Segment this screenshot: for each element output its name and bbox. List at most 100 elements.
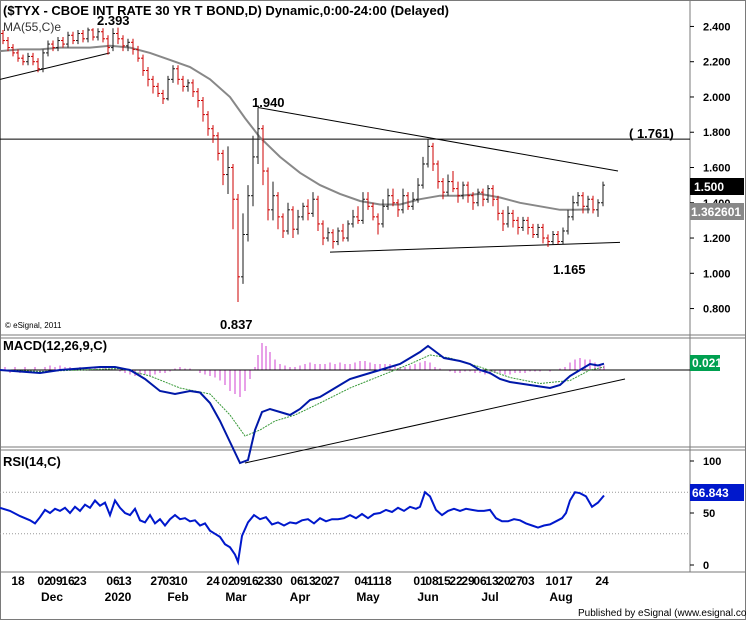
x-day-label: 24: [595, 574, 609, 588]
candle: [371, 202, 375, 221]
candle: [576, 192, 580, 207]
candle: [556, 230, 560, 245]
candle: [506, 206, 510, 228]
price-tick-label: 1.600: [703, 163, 731, 175]
candle: [571, 195, 575, 221]
candle: [236, 193, 240, 303]
x-day-label: 02: [221, 574, 235, 588]
candle: [26, 52, 30, 66]
candle: [491, 185, 495, 207]
ma-value: 1.362601: [691, 205, 741, 219]
rsi-label: RSI(14,C): [3, 454, 61, 469]
candle: [421, 156, 425, 189]
candle: [261, 125, 265, 186]
candle: [126, 38, 130, 52]
candle: [466, 181, 470, 203]
candle: [301, 202, 305, 221]
candle: [246, 185, 250, 242]
candle: [256, 107, 260, 164]
candle: [266, 167, 270, 221]
macd-value-box: [690, 355, 720, 371]
macd-signal-line: [0, 354, 605, 437]
candle: [436, 160, 440, 189]
candle: [211, 125, 215, 143]
candle: [56, 37, 60, 52]
high-annotation: 2.393: [97, 13, 130, 28]
rsi-axis: 100 50 0: [0, 456, 721, 572]
candle: [186, 79, 190, 92]
x-day-label: 13: [118, 574, 132, 588]
candle: [121, 35, 125, 52]
candle: [1, 29, 5, 45]
candle: [531, 223, 535, 239]
candle: [376, 213, 380, 235]
candle: [76, 29, 80, 45]
candle: [131, 38, 135, 55]
ma-label: MA(55,C)e: [3, 20, 61, 34]
candle: [171, 65, 175, 83]
x-day-label: 10: [545, 574, 559, 588]
candle: [46, 40, 50, 57]
candle: [536, 223, 540, 239]
candle: [331, 229, 335, 249]
x-month-label: Feb: [167, 590, 188, 604]
candle: [391, 188, 395, 207]
x-day-label: 03: [162, 574, 176, 588]
price-tick-label: 2.400: [703, 21, 731, 33]
x-month-label: Mar: [225, 590, 247, 604]
x-day-label: 09: [233, 574, 247, 588]
candle: [291, 206, 295, 239]
rsi-tick-label: 50: [703, 508, 715, 520]
candle: [511, 209, 515, 228]
candle: [251, 135, 255, 207]
candle: [596, 199, 600, 217]
candle: [516, 216, 520, 235]
moving-average-layer: [0, 44, 591, 211]
candle: [276, 192, 280, 230]
price-tick-label: 0.800: [703, 304, 731, 316]
candle: [451, 171, 455, 193]
x-day-label: 22: [449, 574, 463, 588]
rsi-value: 66.843: [692, 486, 729, 500]
candle: [581, 192, 585, 214]
macd-lines: [0, 344, 626, 465]
rsi-line-layer: [0, 490, 605, 566]
candle: [486, 185, 490, 203]
candle: [201, 96, 205, 122]
candle: [66, 31, 70, 48]
candle: [311, 192, 315, 217]
x-day-label: 23: [73, 574, 87, 588]
candle: [356, 206, 360, 224]
x-day-label: 08: [425, 574, 439, 588]
x-day-label: 18: [11, 574, 25, 588]
candle: [86, 27, 90, 43]
candle: [386, 188, 390, 210]
copyright-text: © eSignal, 2011: [5, 321, 62, 330]
candle: [21, 54, 25, 66]
candle: [41, 49, 45, 73]
candle: [136, 45, 140, 62]
peak-annotation: 1.940: [252, 95, 285, 110]
candle: [206, 111, 210, 136]
candle: [591, 195, 595, 214]
x-day-label: 06: [106, 574, 120, 588]
candle: [16, 49, 20, 62]
candle: [521, 216, 525, 231]
candle: [476, 188, 480, 207]
x-day-label: 13: [302, 574, 316, 588]
candle: [501, 209, 505, 231]
candle: [341, 223, 345, 242]
candle: [411, 192, 415, 210]
candle: [426, 139, 430, 168]
candle: [31, 52, 35, 66]
candle: [351, 209, 355, 228]
candle: [116, 27, 120, 45]
candle: [156, 82, 160, 97]
x-day-label: 10: [174, 574, 188, 588]
candle: [141, 54, 145, 76]
trend-line: [0, 52, 111, 80]
x-day-label: 01: [413, 574, 427, 588]
x-day-label: 27: [509, 574, 523, 588]
candle: [151, 75, 155, 94]
ma-value-box: [690, 203, 744, 220]
